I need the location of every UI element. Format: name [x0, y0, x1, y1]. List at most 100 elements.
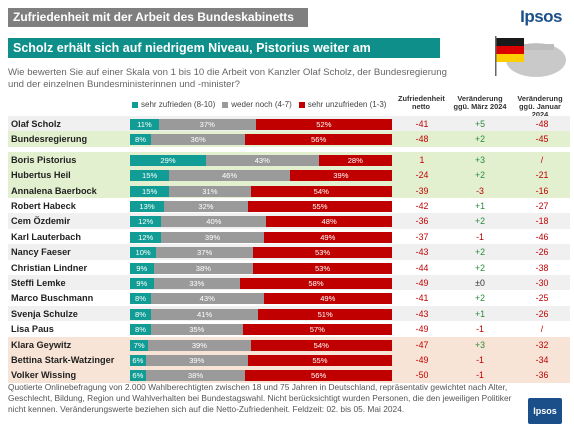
bar-segment-satisfied: 8%	[130, 293, 151, 305]
net-satisfaction-value: -44	[415, 262, 429, 273]
bar-segment-dissatisfied: 55%	[247, 355, 392, 366]
row-label: Hubertus Heil	[11, 170, 71, 181]
legend-item-0: sehr zufrieden (8-10)	[132, 100, 215, 109]
bar-segment-neutral: 46%	[169, 170, 290, 182]
bar-segment-neutral: 31%	[169, 185, 251, 197]
row-label: Steffi Lemke	[11, 278, 66, 288]
net-satisfaction-value: -39	[415, 185, 429, 196]
chart-row: Svenja Schulze 8% 41% 51% -43 +1 -26	[8, 305, 570, 322]
bar-segment-satisfied: 11%	[130, 119, 159, 130]
bar-segment-dissatisfied: 39%	[289, 170, 392, 182]
bar-segment-satisfied: 29%	[130, 154, 206, 166]
bar-segment-neutral: 37%	[156, 247, 254, 259]
change-january-value: -18	[535, 216, 549, 227]
change-march-value: +2	[474, 293, 486, 304]
bar-segment-satisfied: 6%	[130, 355, 146, 366]
stacked-bar: 7% 39% 54%	[130, 339, 392, 351]
bar-segment-neutral: 43%	[150, 293, 264, 305]
legend-item-2: sehr unzufrieden (1-3)	[298, 100, 386, 109]
bar-segment-neutral: 37%	[158, 119, 256, 130]
net-satisfaction-value: -49	[415, 278, 429, 288]
bar-segment-neutral: 38%	[153, 262, 254, 274]
change-january-value: -48	[535, 119, 549, 129]
chart-row: Cem Özdemir 12% 40% 48% -36 +2 -18	[8, 213, 570, 230]
stacked-bar: 29% 43% 28%	[130, 154, 392, 166]
change-january-value: -46	[535, 231, 549, 242]
change-march-value: -1	[476, 324, 484, 335]
change-january-value: -25	[535, 293, 549, 304]
change-march-value: +3	[474, 339, 486, 350]
bar-segment-dissatisfied: 48%	[266, 216, 392, 228]
legend-label: sehr zufrieden (8-10)	[141, 100, 216, 109]
brand-logo: Ipsos	[520, 7, 562, 26]
change-march-value: +1	[474, 308, 486, 319]
change-january-value: -16	[535, 185, 549, 196]
row-label: Cem Özdemir	[11, 216, 71, 227]
stacked-bar: 13% 32% 55%	[130, 201, 392, 212]
bar-segment-neutral: 32%	[164, 201, 248, 212]
row-label: Lisa Paus	[11, 324, 54, 335]
chart-row: Lisa Paus 8% 35% 57% -49 -1 /	[8, 321, 570, 338]
chart-subtitle: Scholz erhält sich auf niedrigem Niveau,…	[8, 38, 440, 75]
chart-row: Boris Pistorius 29% 43% 28% 1 +3 /	[8, 151, 570, 168]
chart-row: Klara Geywitz 7% 39% 54% -47 +3 -32	[8, 336, 570, 353]
bar-segment-satisfied: 12%	[130, 231, 162, 243]
change-march-value: +3	[474, 154, 486, 165]
net-satisfaction-value: -48	[415, 134, 429, 145]
row-label: Olaf Scholz	[11, 119, 62, 129]
net-satisfaction-value: -42	[415, 201, 429, 211]
bar-segment-dissatisfied: 58%	[240, 278, 392, 289]
bar-segment-satisfied: 12%	[130, 216, 162, 228]
net-satisfaction-value: -47	[415, 339, 429, 350]
chart-legend: sehr zufrieden (8-10) weder noch (4-7) seh…	[132, 100, 393, 110]
chart-row: Nancy Faeser 10% 37% 53% -43 +2 -26	[8, 244, 570, 261]
net-satisfaction-value: -36	[415, 216, 429, 227]
bar-segment-dissatisfied: 53%	[253, 262, 392, 274]
bar-segment-neutral: 33%	[153, 278, 241, 289]
change-march-value: +1	[474, 201, 486, 211]
change-january-value: -26	[535, 247, 549, 258]
change-march-value: -1	[476, 231, 484, 242]
net-satisfaction-value: 1	[419, 154, 425, 165]
row-label: Klara Geywitz	[11, 339, 72, 350]
german-flag-icon	[495, 36, 524, 76]
legend-label: weder noch (4-7)	[231, 100, 292, 109]
bar-segment-dissatisfied: 28%	[318, 154, 392, 166]
stacked-bar: 10% 37% 53%	[130, 247, 392, 259]
chart-row: Steffi Lemke 9% 33% 58% -49 ±0 -30	[8, 275, 570, 291]
stacked-bar: 8% 36% 56%	[130, 134, 392, 146]
net-satisfaction-value: -41	[415, 119, 429, 129]
stacked-bar: 15% 46% 39%	[130, 170, 392, 182]
bar-segment-neutral: 39%	[161, 231, 264, 243]
bar-segment-neutral: 36%	[150, 134, 246, 146]
legend-swatch	[132, 101, 138, 108]
net-satisfaction-value: -41	[415, 293, 429, 304]
stacked-bar: 6% 38% 56%	[130, 370, 392, 382]
net-satisfaction-value: -43	[415, 308, 429, 319]
row-label: Bundesregierung	[11, 134, 88, 145]
change-january-value: -34	[535, 355, 549, 365]
bar-segment-neutral: 39%	[148, 339, 251, 351]
bar-segment-neutral: 40%	[161, 216, 267, 228]
chart-row: Annalena Baerbock 15% 31% 54% -39 -3 -16	[8, 182, 570, 199]
stacked-bar: 9% 33% 58%	[130, 278, 392, 289]
change-january-value: -21	[535, 170, 549, 181]
stacked-bar: 11% 37% 52%	[130, 119, 392, 130]
bar-segment-dissatisfied: 49%	[263, 293, 392, 305]
change-march-value: +5	[474, 119, 486, 129]
change-january-value: /	[540, 154, 544, 165]
bar-segment-satisfied: 15%	[130, 185, 170, 197]
change-march-value: +2	[474, 170, 486, 181]
chart-row: Hubertus Heil 15% 46% 39% -24 +2 -21	[8, 167, 570, 184]
row-label: Christian Lindner	[11, 262, 88, 273]
legend-swatch	[222, 101, 229, 108]
chart-row: Christian Lindner 9% 38% 53% -44 +2 -38	[8, 259, 570, 276]
stacked-bar: 9% 38% 53%	[130, 262, 392, 274]
row-label: Svenja Schulze	[11, 308, 78, 319]
row-label: Annalena Baerbock	[11, 185, 97, 196]
bar-segment-neutral: 38%	[145, 370, 246, 382]
change-march-value: +2	[474, 134, 486, 145]
chart-row: Volker Wissing 6% 38% 56% -50 -1 -36	[8, 367, 570, 384]
column-header-january: Veränderung ggü. Januar 2024	[517, 94, 563, 119]
change-january-value: -30	[535, 278, 549, 288]
